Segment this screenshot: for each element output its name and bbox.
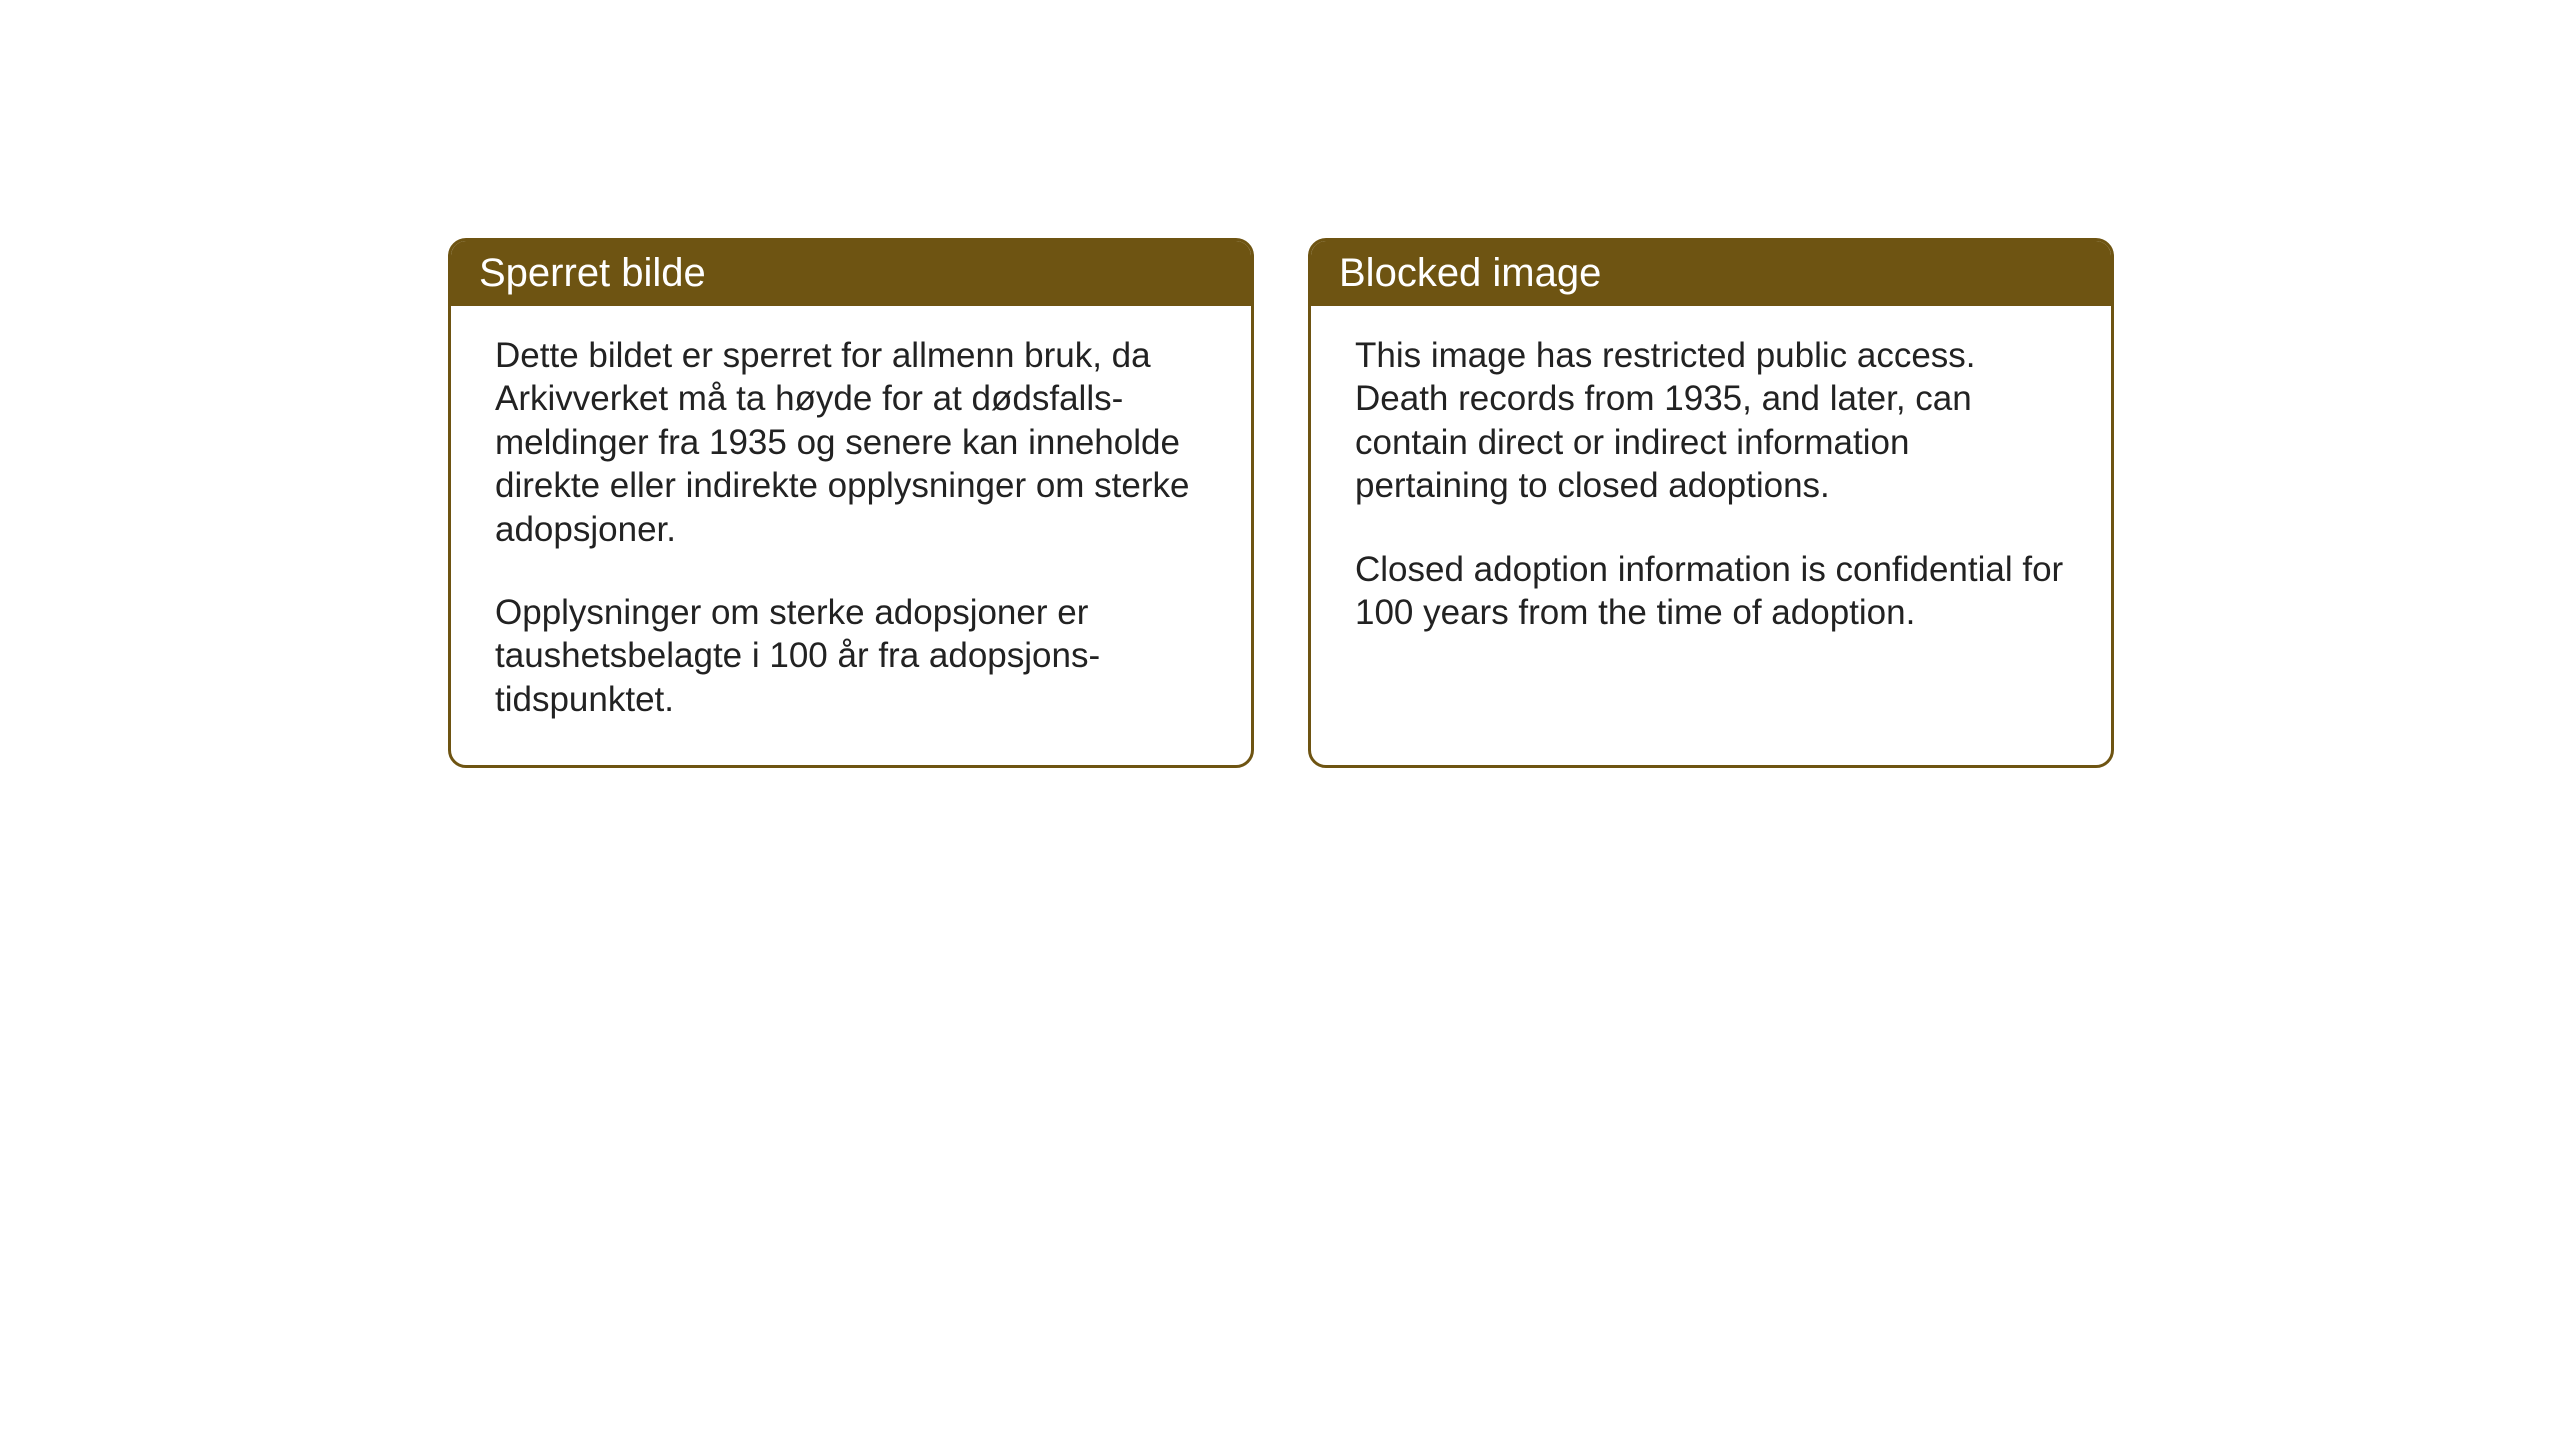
norwegian-paragraph-1: Dette bildet er sperret for allmenn bruk…	[495, 334, 1207, 551]
english-card-title: Blocked image	[1339, 251, 1601, 295]
english-card-body: This image has restricted public access.…	[1311, 306, 2111, 746]
english-notice-card: Blocked image This image has restricted …	[1308, 238, 2114, 768]
norwegian-notice-card: Sperret bilde Dette bildet er sperret fo…	[448, 238, 1254, 768]
english-paragraph-2: Closed adoption information is confident…	[1355, 548, 2067, 635]
english-card-header: Blocked image	[1311, 241, 2111, 306]
norwegian-paragraph-2: Opplysninger om sterke adopsjoner er tau…	[495, 591, 1207, 721]
norwegian-card-body: Dette bildet er sperret for allmenn bruk…	[451, 306, 1251, 765]
notice-container: Sperret bilde Dette bildet er sperret fo…	[448, 238, 2114, 768]
english-paragraph-1: This image has restricted public access.…	[1355, 334, 2067, 508]
norwegian-card-title: Sperret bilde	[479, 251, 706, 295]
norwegian-card-header: Sperret bilde	[451, 241, 1251, 306]
